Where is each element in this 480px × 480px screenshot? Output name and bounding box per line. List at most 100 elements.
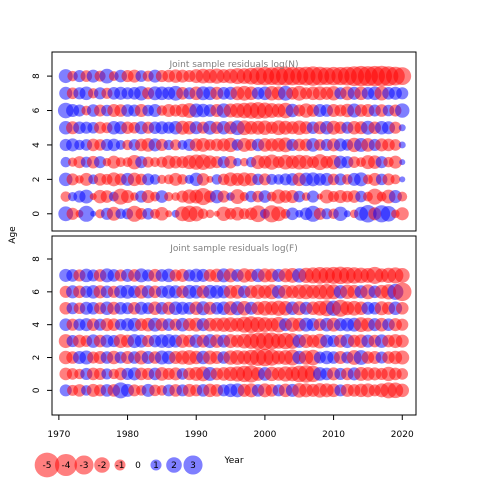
residual-bubble — [197, 208, 209, 220]
residual-bubble — [205, 209, 215, 219]
panel-title: Joint sample residuals log(N) — [168, 60, 298, 70]
x-axis-label: Year — [223, 456, 243, 466]
residual-bubble — [230, 189, 245, 204]
panel-frame — [51, 51, 417, 232]
residual-bubble — [94, 156, 107, 169]
legend: -5 -4 -3 -2 -1 0 1 2 3 — [34, 452, 203, 478]
residual-bubble — [395, 103, 410, 118]
residual-bubble — [177, 174, 188, 185]
legend-bubble — [114, 459, 126, 471]
y-tick-label: 6 — [32, 289, 42, 295]
residual-bubble — [399, 176, 406, 183]
residual-bubble — [66, 207, 79, 220]
legend-bubble — [166, 457, 182, 473]
x-tick-label: 1990 — [185, 430, 208, 440]
legend-label: 3 — [190, 461, 196, 471]
panel-1: Joint sample residuals log(N) — [51, 51, 417, 232]
y-tick-label: 4 — [32, 142, 42, 148]
residual-bubble — [224, 155, 237, 169]
residual-bubble — [389, 121, 402, 134]
legend-item: -3 — [74, 455, 94, 475]
legend-item: 0 — [135, 461, 141, 471]
residual-bubble — [165, 210, 173, 218]
legend-bubble — [34, 452, 60, 478]
residual-bubble — [390, 174, 401, 185]
residual-bubble — [398, 124, 406, 132]
y-tick-label: 8 — [32, 73, 42, 79]
residual-bubble — [149, 174, 161, 185]
legend-label: -1 — [116, 461, 125, 471]
y-tick-label: 6 — [32, 107, 42, 113]
residual-bubble — [388, 155, 402, 169]
residual-bubble — [394, 268, 410, 283]
y-tick-label: 2 — [32, 176, 42, 182]
residual-bubble — [78, 205, 95, 222]
panels-layer: Joint sample residuals log(N) Joint sampl… — [51, 51, 417, 416]
y-axis-label: Age — [8, 226, 18, 244]
residual-bubble — [393, 67, 412, 85]
legend-item: -1 — [114, 459, 126, 471]
residual-bubble — [121, 190, 135, 204]
legend-label: 0 — [135, 461, 141, 471]
residual-bubble — [217, 190, 230, 203]
legend-item: -4 — [54, 453, 78, 477]
residual-bubble — [306, 190, 320, 203]
legend-bubble — [54, 453, 78, 477]
legend-label: -2 — [98, 461, 107, 471]
residual-bubble — [90, 210, 97, 217]
legend-label: -5 — [43, 461, 52, 471]
panel-frame — [51, 235, 417, 416]
x-tick-label: 1980 — [116, 430, 139, 440]
legend-label: -4 — [62, 461, 71, 471]
legend-label: -3 — [80, 461, 89, 471]
legend-item: 1 — [150, 459, 162, 471]
residual-bubble — [395, 383, 410, 398]
residual-bubble — [157, 174, 167, 184]
residual-bubble — [389, 139, 402, 151]
residual-bubble — [79, 189, 94, 204]
residual-bubble — [343, 210, 351, 218]
axes-layer: 0 2 4 6 8 0 2 4 6 8 1970 1980 1990 2000 2010 2020 — [32, 73, 414, 440]
legend-item: -5 — [34, 452, 60, 478]
residual-bubble — [249, 205, 267, 223]
residual-bubble — [393, 282, 412, 302]
residual-bubble — [395, 350, 410, 365]
residual-bubble — [206, 175, 214, 183]
residual-bubble — [293, 190, 306, 203]
residual-bubble — [333, 206, 348, 221]
panel-2: Joint sample residuals log(F) — [51, 235, 417, 416]
legend-item: 2 — [166, 457, 182, 473]
x-tick-label: 2000 — [253, 430, 276, 440]
x-tick-label: 2010 — [322, 430, 345, 440]
x-tick-label: 1970 — [47, 430, 70, 440]
residual-bubble — [395, 301, 409, 315]
legend-bubble — [74, 455, 94, 475]
legend-label: 1 — [153, 461, 159, 471]
residual-bubble — [395, 334, 409, 348]
residual-bubble — [395, 207, 409, 221]
residual-bubble — [115, 157, 126, 168]
y-tick-label: 4 — [32, 322, 42, 328]
residual-bubble — [60, 191, 71, 202]
residual-bubble — [380, 205, 397, 222]
residual-bubble — [397, 191, 408, 202]
residual-bubble — [396, 87, 409, 100]
residual-bubble — [60, 156, 71, 168]
residual-bubble — [170, 139, 182, 151]
x-tick-label: 2020 — [391, 430, 414, 440]
residual-bubble — [233, 157, 242, 167]
legend-bubble — [183, 455, 203, 475]
legend-label: 2 — [171, 461, 177, 471]
y-tick-label: 2 — [32, 355, 42, 361]
residual-bubble — [398, 141, 406, 149]
legend-bubble — [94, 457, 110, 473]
legend-item: -2 — [94, 457, 110, 473]
legend-item: 3 — [183, 455, 203, 475]
residual-bubble — [142, 156, 154, 168]
residual-bubble — [286, 207, 299, 221]
legend-bubble — [150, 459, 162, 471]
residual-bubble — [164, 191, 174, 202]
y-tick-label: 0 — [32, 387, 42, 393]
panel-title: Joint sample residuals log(F) — [169, 244, 297, 254]
